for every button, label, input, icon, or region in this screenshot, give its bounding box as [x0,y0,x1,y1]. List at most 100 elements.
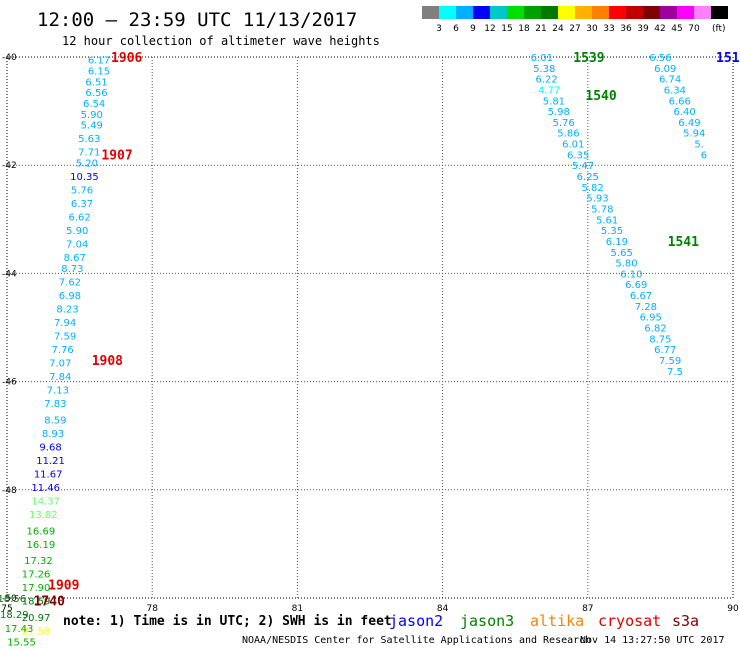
wave-height-value: 5.90 [81,110,103,121]
wave-height-value: 18.29 [0,610,29,621]
wave-height-value: 5.80 [615,259,637,270]
y-tick-label: -48 [2,486,17,496]
wave-height-value: 13.82 [29,510,58,521]
color-scale-label: 27 [569,24,580,34]
y-tick-label: -44 [2,269,17,279]
wave-height-value: 6.10 [620,269,642,280]
color-scale-label: 39 [637,24,649,34]
wave-height-value: 6.82 [644,324,666,335]
wave-height-value: 6.67 [630,291,652,302]
wave-height-value: 5.49 [81,121,103,132]
wave-height-value: 17.90 [22,583,51,594]
wave-height-value: 11.46 [31,483,60,494]
color-scale-swatch [626,6,643,19]
wave-height-value: 15.55 [7,637,36,648]
wave-height-value: 6.56 [649,53,671,64]
x-tick-label: 78 [146,604,158,614]
wave-height-value: 7.5 [667,367,683,378]
pass-time-label: 1539 [573,51,604,66]
wave-height-value: 18.56 [0,594,26,605]
y-tick-label: -42 [2,161,17,171]
wave-height-value: 7.59 [659,356,681,367]
wave-height-value: 6.22 [536,75,558,86]
wave-height-value: 6.01 [562,140,584,151]
color-scale-swatch [694,6,711,19]
color-scale-swatch [490,6,507,19]
wave-height-value: 6.19 [606,237,628,248]
wave-height-value: 7.59 [54,332,76,343]
chart-subtitle: 12 hour collection of altimeter wave hei… [62,34,380,48]
wave-height-value: 17.43 [5,624,34,635]
wave-height-value: 8.75 [649,334,671,345]
wave-height-value: 6.01 [531,53,553,64]
wave-height-value: 5.61 [596,215,618,226]
footer-credit: NOAA/NESDIS Center for Satellite Applica… [242,635,591,646]
wave-height-value: 5.65 [611,248,633,259]
color-scale-label: 18 [518,24,530,34]
wave-height-value: 6.25 [577,172,599,183]
wave-height-value: 6.49 [678,118,700,129]
wave-height-value: 5.20 [76,158,98,169]
wave-height-value: 5.93 [586,194,608,205]
color-scale-label: 3 [436,24,442,34]
color-scale-swatch [643,6,660,19]
color-scale-swatch [541,6,558,19]
wave-height-value: 6.66 [669,96,691,107]
color-scale-swatch [422,6,439,19]
wave-height-value: 10.35 [70,172,99,183]
legend-item-jason3: jason3 [460,612,514,630]
wave-height-value: 5.76 [71,186,93,197]
color-scale-swatch [524,6,541,19]
wave-height-value: 8.93 [42,429,64,440]
color-scale-unit: (ft) [712,24,726,34]
wave-height-value: 8.73 [61,264,83,275]
wave-height-value: 8.67 [64,253,86,264]
color-scale-swatch [575,6,592,19]
color-scale-label: 21 [535,24,546,34]
wave-height-value: 6.35 [567,150,589,161]
wave-height-value: 8.23 [56,305,78,316]
wave-height-value: 6.74 [659,75,681,86]
legend-item-cryosat: cryosat [598,612,661,630]
wave-height-value: 5.76 [552,118,574,129]
wave-height-value: 9.68 [39,443,61,454]
color-scale-label: 33 [603,24,614,34]
color-scale-bar: 3 6 9 12 15 18 21 24 27 30 33 36 39 42 45 70 [422,6,728,34]
footer-note: note: 1) Time is in UTC; 2) SWH is in fe… [63,614,392,629]
legend-item-jason2: jason2 [389,612,443,630]
plot-border [6,56,734,599]
color-scale-swatch [609,6,626,19]
wave-height-value: 11.21 [36,456,65,467]
wave-height-value: 7.62 [59,278,81,289]
wave-height-value: 6.17 [88,56,110,67]
wave-height-value: 5. [694,140,704,151]
color-scale-swatch [592,6,609,19]
wave-height-value: 6.34 [664,85,686,96]
satellite-legend: jason2 jason3 altika cryosat s3a [389,612,699,630]
wave-height-value: 16.69 [27,526,56,537]
color-scale-label: 12 [484,24,495,34]
legend-item-altika: altika [530,612,584,630]
wave-height-value: 6.62 [68,213,90,224]
wave-height-value: 6.37 [71,199,93,210]
wave-height-value: 5.78 [591,204,613,215]
wave-height-value: 6.95 [640,313,662,324]
wave-height-value: 21.58 [22,626,51,637]
chart-title: 12:00 — 23:59 UTC 11/13/2017 [37,9,357,31]
wave-height-value: 7.76 [52,345,74,356]
wave-height-value: 6.77 [654,345,676,356]
pass-time-label: 1541 [668,235,699,250]
wave-height-value: 6.09 [654,64,676,75]
wave-height-value: 7.04 [66,240,88,251]
y-tick-label: -40 [2,53,17,63]
wave-height-value: 5.94 [683,129,705,140]
wave-height-value: 6.69 [625,280,647,291]
wave-height-value: 5.90 [66,226,88,237]
color-scale-swatch [507,6,524,19]
pass-time-label: 1907 [101,148,132,163]
wave-height-value: 5.47 [572,161,594,172]
wave-height-value: 5.86 [557,129,579,140]
wave-height-value: 8.59 [44,415,66,426]
wave-height-value: 5.63 [78,134,100,145]
